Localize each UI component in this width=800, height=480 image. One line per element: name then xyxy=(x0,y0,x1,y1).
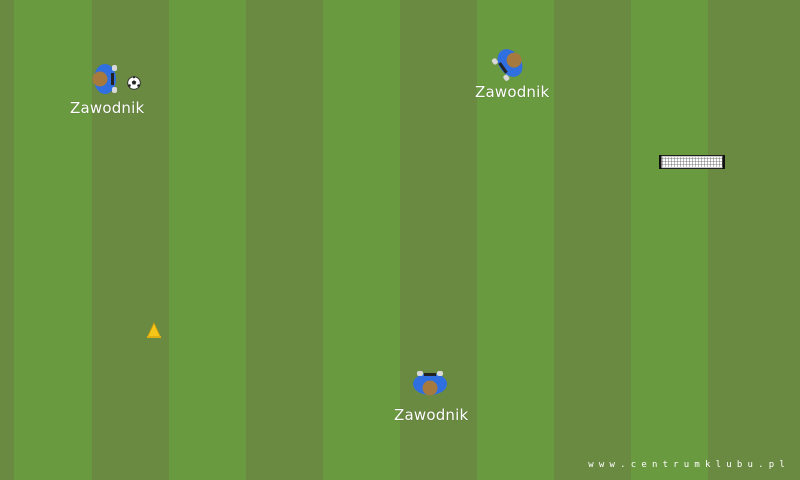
player-3-label: Zawodnik xyxy=(394,406,469,424)
player-1-label: Zawodnik xyxy=(70,99,145,117)
mini-goal-icon[interactable] xyxy=(658,154,726,173)
player-2-label: Zawodnik xyxy=(475,83,550,101)
player-2[interactable] xyxy=(491,44,529,82)
soccer-ball-icon[interactable] xyxy=(127,75,141,94)
player-1[interactable] xyxy=(88,60,122,98)
player-3[interactable] xyxy=(411,367,449,401)
player-icon xyxy=(491,49,523,81)
player-icon xyxy=(413,371,447,396)
player-icon xyxy=(92,64,117,94)
training-cone-icon[interactable] xyxy=(146,322,162,342)
watermark: www.centrumklubu.pl xyxy=(588,460,790,470)
